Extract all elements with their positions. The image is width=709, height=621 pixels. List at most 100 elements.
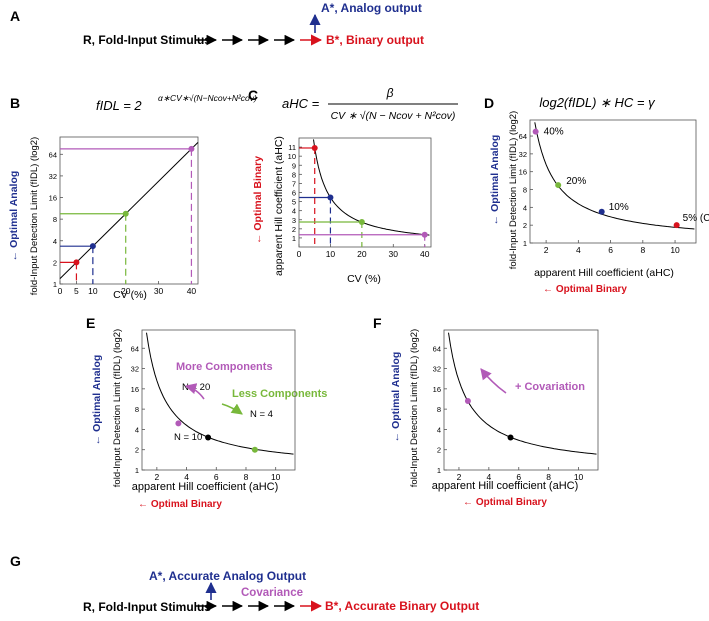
x-tick-label: 2: [154, 472, 159, 482]
y-tick-label: 8: [523, 186, 527, 195]
x-tick-label: 20: [121, 286, 131, 296]
panel-g: G R, Fold-Input Stimulus A*, Accurate An…: [10, 553, 479, 614]
tradeoff-curve: [448, 332, 597, 455]
panel-d-ylabel: fold-Input Detection Limit (fIDL) (log2): [508, 111, 519, 269]
y-tick-label: 64: [519, 132, 527, 141]
panel-d-bottom-label: ← Optimal Binary: [543, 284, 627, 295]
data-point: [555, 182, 562, 189]
y-tick-label: 64: [131, 344, 139, 353]
y-tick-label: 1: [292, 234, 296, 243]
data-point: [358, 219, 365, 226]
y-tick-label: 16: [131, 385, 139, 394]
point-label: 40%: [544, 127, 564, 138]
panel-b-side-label: ← Optimal Analog: [8, 171, 20, 262]
y-tick-label: 6: [292, 189, 296, 198]
x-tick-label: 4: [184, 472, 189, 482]
panel-g-input-label: R, Fold-Input Stimulus: [83, 600, 211, 614]
y-tick-label: 2: [135, 446, 139, 455]
n10-label: N = 10: [174, 432, 202, 443]
y-tick-label: 8: [292, 170, 296, 179]
panel-e-ylabel: fold-Input Detection Limit (fIDL) (log2): [112, 329, 123, 487]
y-tick-label: 10: [288, 152, 296, 161]
covariation-label: + Covariation: [515, 381, 585, 393]
x-tick-label: 6: [516, 472, 521, 482]
x-tick-label: 30: [389, 249, 399, 259]
data-point: [205, 434, 212, 441]
y-tick-label: 2: [292, 225, 296, 234]
y-tick-label: 4: [292, 207, 296, 216]
panel-f-ylabel: fold-Input Detection Limit (fIDL) (log2): [409, 329, 420, 487]
panel-f-side-label: ← Optimal Analog: [390, 352, 402, 443]
tradeoff-curve: [146, 332, 294, 455]
y-tick-label: 32: [49, 172, 57, 181]
x-tick-label: 40: [420, 249, 430, 259]
panel-b-chart: 0 5 10 20 30 40 1 2 4 8 16 32 64: [49, 136, 199, 296]
panel-a-input-label: R, Fold-Input Stimulus: [83, 33, 211, 47]
panel-d-letter: D: [484, 95, 494, 111]
y-tick-label: 1: [53, 280, 57, 289]
x-tick-label: 8: [640, 245, 645, 255]
panel-c-xlabel: CV (%): [347, 273, 381, 285]
panel-e-letter: E: [86, 315, 95, 331]
less-components-label: Less Components: [232, 388, 327, 400]
x-tick-label: 8: [546, 472, 551, 482]
plot-frame: [529, 119, 697, 244]
panel-e: E ← Optimal Analog fold-Input Detection …: [86, 315, 327, 510]
panel-b-xlabel: CV (%): [113, 289, 147, 301]
y-tick-label: 5: [292, 198, 296, 207]
panel-c-formula-num: β: [386, 86, 394, 100]
y-tick-label: 3: [292, 216, 296, 225]
n4-label: N = 4: [250, 409, 273, 420]
y-tick-label: 16: [433, 385, 441, 394]
point-label: 20%: [566, 176, 586, 187]
panel-f: F ← Optimal Analog fold-Input Detection …: [373, 315, 599, 508]
tradeoff-curve: [534, 122, 695, 230]
panel-c-formula-den: CV ∗ √(N − Ncov + N²cov): [331, 110, 456, 122]
data-point: [175, 420, 182, 427]
data-point: [598, 208, 605, 215]
data-point: [532, 128, 539, 135]
panel-c: C aHC = β CV ∗ √(N − Ncov + N²cov) ← Opt…: [248, 86, 458, 285]
y-tick-label: 1: [437, 466, 441, 475]
point-label: 10%: [609, 202, 629, 213]
ahc-curve: [313, 139, 430, 236]
data-point: [89, 243, 96, 250]
data-point: [421, 231, 428, 238]
panel-a-binary-label: B*, Binary output: [326, 33, 424, 47]
panel-c-side-label: ← Optimal Binary: [252, 156, 264, 244]
panel-b-ylabel: fold-Input Detection Limit (fIDL) (log2): [29, 137, 40, 295]
panel-a-letter: A: [10, 8, 20, 24]
panel-c-formula-lhs: aHC =: [282, 96, 320, 111]
y-tick-label: 32: [131, 365, 139, 374]
panel-f-letter: F: [373, 315, 382, 331]
panel-b-formula-base: fIDL = 2: [96, 98, 142, 113]
x-tick-label: 2: [457, 472, 462, 482]
data-point: [464, 398, 471, 405]
x-tick-label: 10: [574, 472, 584, 482]
panel-d-xlabel: apparent Hill coefficient (aHC): [534, 267, 674, 279]
x-tick-label: 2: [544, 245, 549, 255]
y-tick-label: 8: [437, 405, 441, 414]
panel-c-ylabel: apparent Hill coefficient (aHC): [273, 136, 285, 276]
x-tick-label: 0: [58, 286, 63, 296]
y-tick-label: 7: [292, 179, 296, 188]
x-tick-label: 4: [486, 472, 491, 482]
panel-b: B fIDL = 2 α∗CV∗√(N−Ncov+N²cov) ← Optima…: [8, 93, 257, 301]
panel-d-side-label: ← Optimal Analog: [489, 135, 501, 226]
y-tick-label: 2: [523, 221, 527, 230]
x-tick-label: 0: [297, 249, 302, 259]
y-tick-label: 32: [519, 150, 527, 159]
plot-frame: [141, 329, 296, 471]
y-tick-label: 4: [437, 425, 441, 434]
y-tick-label: 4: [523, 203, 527, 212]
x-tick-label: 10: [88, 286, 98, 296]
panel-a-analog-label: A*, Analog output: [321, 1, 422, 15]
covariation-arrow: [480, 368, 507, 394]
panel-e-side-label: ← Optimal Analog: [91, 355, 103, 446]
panel-c-letter: C: [248, 87, 258, 103]
y-tick-label: 2: [437, 446, 441, 455]
x-tick-label: 6: [608, 245, 613, 255]
